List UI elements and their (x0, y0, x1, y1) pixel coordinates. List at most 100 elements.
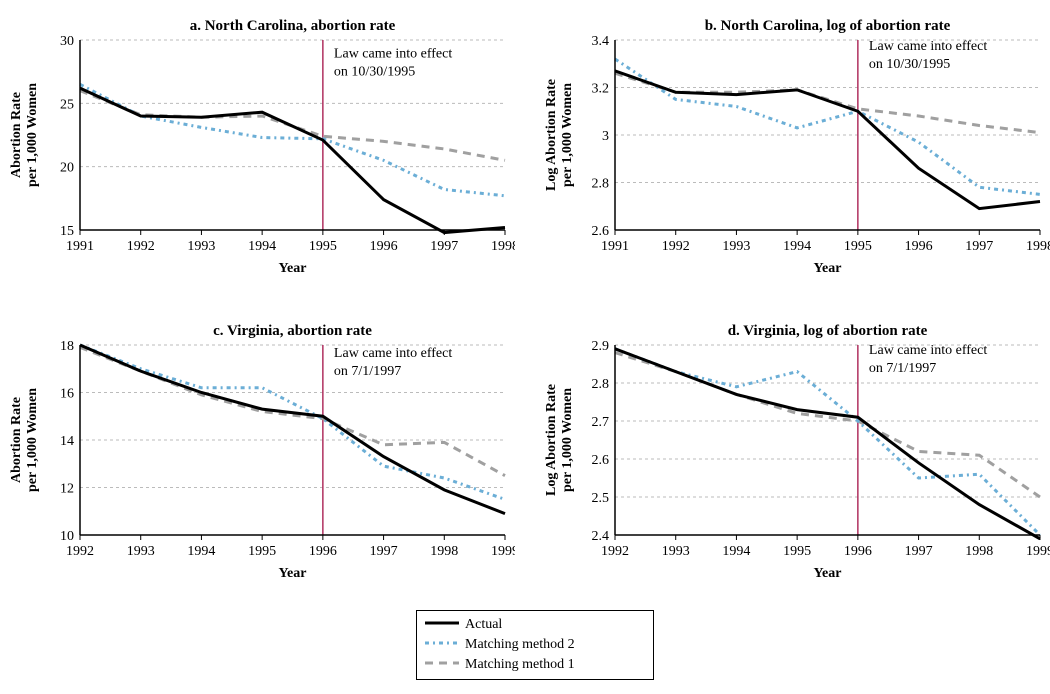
x-tick-label: 1991 (66, 239, 94, 254)
x-tick-label: 1997 (370, 544, 398, 559)
y-tick-label: 3.2 (592, 82, 610, 97)
x-tick-label: 1996 (309, 544, 337, 559)
annotation-line: on 7/1/1997 (869, 361, 936, 376)
x-tick-label: 1992 (601, 544, 629, 559)
legend-swatch (425, 637, 459, 653)
legend-item: Matching method 2 (425, 635, 645, 655)
y-tick-label: 2.5 (592, 491, 610, 506)
y-tick-label: 2.4 (592, 529, 610, 544)
series-actual (615, 349, 1040, 539)
chart-grid: 1520253019911992199319941995199619971998… (10, 10, 1050, 590)
legend-label: Matching method 1 (465, 657, 575, 673)
x-tick-label: 1996 (370, 239, 398, 254)
y-axis-label: Abortion Rateper 1,000 Women (10, 388, 40, 492)
y-tick-label: 16 (60, 387, 74, 402)
x-tick-label: 1992 (66, 544, 94, 559)
y-tick-label: 3.4 (592, 34, 610, 49)
y-axis-label: Abortion Rateper 1,000 Women (10, 83, 40, 187)
legend-item: Actual (425, 615, 645, 635)
x-tick-label: 1993 (187, 239, 215, 254)
series-actual (615, 71, 1040, 209)
legend-item: Matching method 1 (425, 655, 645, 675)
svg-text:Abortion Rate: Abortion Rate (10, 92, 24, 178)
x-tick-label: 1994 (783, 239, 811, 254)
y-tick-label: 10 (60, 529, 74, 544)
svg-text:per 1,000 Women: per 1,000 Women (560, 83, 575, 187)
x-tick-label: 1995 (248, 544, 276, 559)
x-tick-label: 1996 (905, 239, 933, 254)
x-tick-label: 1993 (662, 544, 690, 559)
annotation-line: Law came into effect (334, 346, 452, 361)
x-tick-label: 1999 (1026, 544, 1050, 559)
annotation-line: Law came into effect (869, 343, 987, 358)
panel-b: 2.62.833.23.4199119921993199419951996199… (545, 10, 1050, 285)
x-tick-label: 1997 (430, 239, 458, 254)
y-tick-label: 2.9 (592, 339, 610, 354)
y-tick-label: 2.7 (592, 415, 610, 430)
chart-svg: 2.62.833.23.4199119921993199419951996199… (545, 10, 1050, 280)
panel-title: d. Virginia, log of abortion rate (728, 323, 928, 339)
legend: Actual Matching method 2 Matching method 1 (416, 610, 654, 680)
x-tick-label: 1993 (127, 544, 155, 559)
x-tick-label: 1994 (722, 544, 750, 559)
chart-svg: 1012141618199219931994199519961997199819… (10, 315, 515, 585)
legend-label: Matching method 2 (465, 637, 575, 653)
x-tick-label: 1995 (844, 239, 872, 254)
x-tick-label: 1997 (965, 239, 993, 254)
panel-title: a. North Carolina, abortion rate (190, 18, 396, 34)
y-tick-label: 20 (60, 161, 74, 176)
panel-c: 1012141618199219931994199519961997199819… (10, 315, 525, 590)
annotation-line: on 7/1/1997 (334, 364, 401, 379)
svg-text:per 1,000 Women: per 1,000 Women (560, 388, 575, 492)
legend-swatch (425, 617, 459, 633)
x-tick-label: 1998 (1026, 239, 1050, 254)
y-tick-label: 2.8 (592, 177, 610, 192)
y-tick-label: 2.6 (592, 224, 610, 239)
x-axis-label: Year (814, 261, 842, 276)
annotation-line: on 10/30/1995 (334, 65, 415, 80)
x-tick-label: 1991 (601, 239, 629, 254)
series-method2 (80, 84, 505, 195)
x-tick-label: 1994 (187, 544, 215, 559)
series-method2 (80, 345, 505, 499)
annotation-line: on 10/30/1995 (869, 57, 950, 72)
x-tick-label: 1998 (965, 544, 993, 559)
x-tick-label: 1994 (248, 239, 276, 254)
svg-text:Log Abortion Rate: Log Abortion Rate (545, 79, 559, 191)
y-tick-label: 12 (60, 482, 74, 497)
x-tick-label: 1995 (309, 239, 337, 254)
annotation-line: Law came into effect (869, 39, 987, 54)
y-axis-label: Log Abortion Rateper 1,000 Women (545, 384, 575, 496)
series-method2 (615, 59, 1040, 194)
legend-label: Actual (465, 617, 502, 633)
y-tick-label: 30 (60, 34, 74, 49)
panel-title: b. North Carolina, log of abortion rate (705, 18, 951, 34)
series-actual (80, 345, 505, 514)
x-tick-label: 1998 (491, 239, 515, 254)
x-tick-label: 1996 (844, 544, 872, 559)
x-tick-label: 1997 (905, 544, 933, 559)
x-axis-label: Year (814, 566, 842, 581)
x-tick-label: 1992 (662, 239, 690, 254)
y-tick-label: 18 (60, 339, 74, 354)
y-tick-label: 3 (602, 129, 609, 144)
svg-text:Abortion Rate: Abortion Rate (10, 397, 24, 483)
chart-svg: 1520253019911992199319941995199619971998… (10, 10, 515, 280)
chart-svg: 2.42.52.62.72.82.91992199319941995199619… (545, 315, 1050, 585)
y-axis-label: Log Abortion Rateper 1,000 Women (545, 79, 575, 191)
y-tick-label: 2.6 (592, 453, 610, 468)
x-tick-label: 1992 (127, 239, 155, 254)
annotation-line: Law came into effect (334, 47, 452, 62)
svg-text:per 1,000 Women: per 1,000 Women (25, 388, 40, 492)
svg-text:per 1,000 Women: per 1,000 Women (25, 83, 40, 187)
x-axis-label: Year (279, 566, 307, 581)
panel-d: 2.42.52.62.72.82.91992199319941995199619… (545, 315, 1050, 590)
svg-text:Log Abortion Rate: Log Abortion Rate (545, 384, 559, 496)
series-method1 (615, 73, 1040, 132)
y-tick-label: 25 (60, 97, 74, 112)
x-axis-label: Year (279, 261, 307, 276)
x-tick-label: 1998 (430, 544, 458, 559)
series-actual (80, 88, 505, 232)
x-tick-label: 1995 (783, 544, 811, 559)
panel-a: 1520253019911992199319941995199619971998… (10, 10, 525, 285)
